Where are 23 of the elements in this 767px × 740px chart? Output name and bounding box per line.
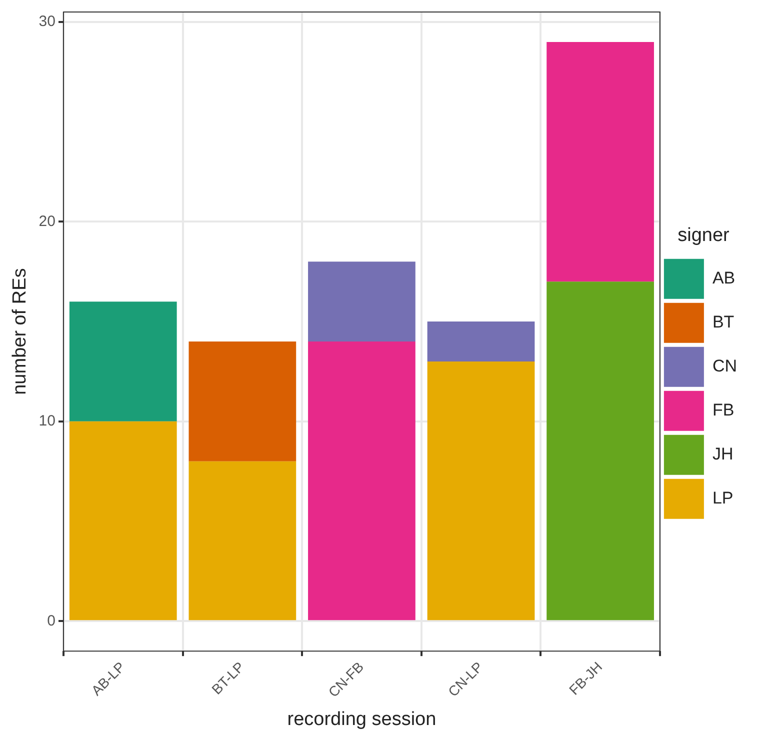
legend-label: AB	[712, 268, 736, 288]
x-axis-title: recording session	[287, 708, 436, 730]
bar	[69, 302, 177, 422]
bar	[546, 42, 654, 282]
bar	[427, 361, 535, 620]
y-tick-label: 10	[38, 412, 56, 430]
bar	[69, 421, 177, 620]
bar	[308, 262, 416, 342]
legend-title: signer	[678, 224, 730, 246]
bar	[427, 322, 535, 362]
legend-label: JH	[712, 444, 734, 464]
bar	[188, 461, 296, 620]
legend-label: FB	[712, 400, 734, 420]
y-tick-label: 30	[38, 13, 56, 30]
y-tick-label: 0	[47, 612, 56, 630]
bar	[188, 342, 296, 462]
legend-label: CN	[712, 356, 738, 376]
bar	[308, 342, 416, 620]
y-tick-label: 20	[38, 212, 56, 230]
legend-label: LP	[712, 488, 734, 508]
bar	[546, 282, 654, 620]
legend-label: BT	[712, 312, 734, 332]
y-axis-title: number of REs	[10, 268, 31, 395]
